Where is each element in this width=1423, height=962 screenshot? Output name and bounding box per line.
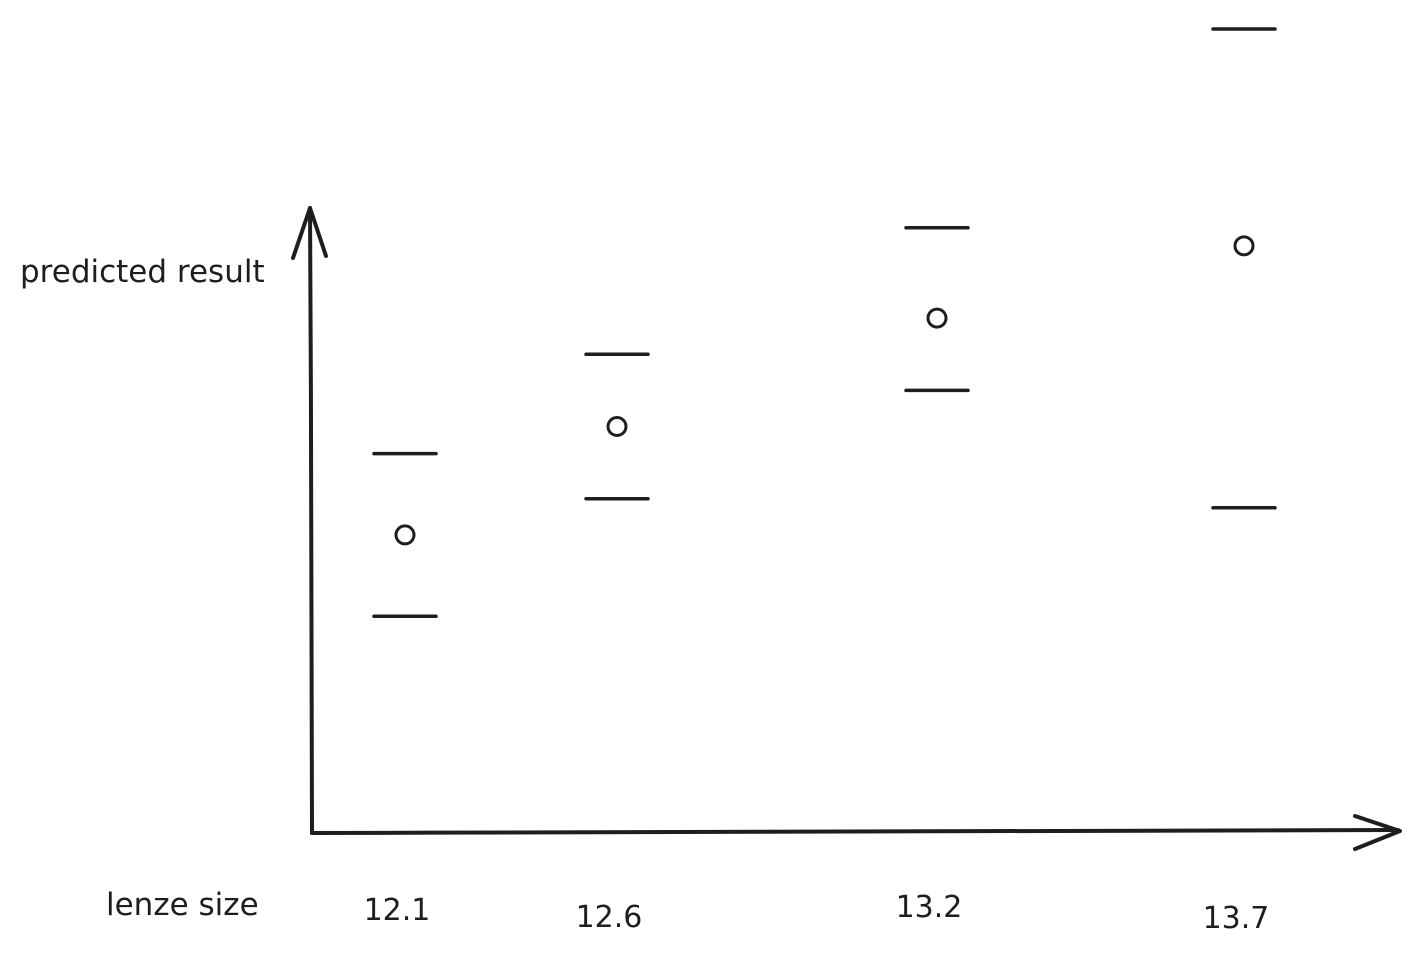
- x-axis-line: [310, 828, 1400, 835]
- x-axis: [310, 814, 1402, 851]
- data-marks: [372, 27, 1277, 618]
- data-point: [926, 307, 948, 329]
- y-axis-arrowhead: [291, 206, 328, 260]
- y-axis-label: predicted result: [20, 254, 265, 290]
- data-point: [1233, 235, 1255, 257]
- x-tick-label: 13.2: [896, 890, 963, 925]
- x-axis-arrowhead: [1353, 814, 1402, 851]
- x-axis-label: lenze size: [106, 887, 259, 923]
- data-point: [394, 524, 416, 546]
- x-tick-label: 13.7: [1203, 901, 1270, 936]
- x-tick-labels: 12.1 12.6 13.2 13.7: [364, 890, 1270, 936]
- x-tick-label: 12.6: [576, 900, 643, 935]
- y-axis: [291, 206, 328, 835]
- y-axis-line: [308, 206, 315, 835]
- data-point: [606, 416, 628, 437]
- x-tick-label: 12.1: [364, 893, 431, 928]
